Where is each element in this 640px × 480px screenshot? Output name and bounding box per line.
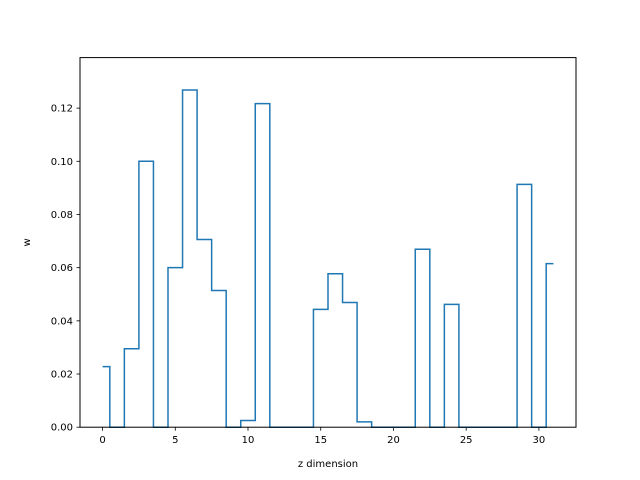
- plot-frame: [79, 57, 577, 428]
- x-tick-label: 30: [533, 435, 546, 446]
- x-tick-label: 25: [460, 435, 473, 446]
- axis-ticks: 0 5 10 15 20 25 30 0.00 0.02 0.04 0.06 0.08 0.10 0.12: [51, 104, 546, 447]
- x-tick-label: 5: [172, 435, 178, 446]
- x-tick-label: 20: [387, 435, 400, 446]
- x-tick-label: 15: [314, 435, 327, 446]
- y-tick-label: 0.00: [51, 423, 73, 434]
- y-tick-label: 0.06: [51, 263, 73, 274]
- x-tick-label: 0: [99, 435, 105, 446]
- y-tick-label: 0.04: [51, 316, 73, 327]
- y-tick-label: 0.08: [51, 210, 73, 221]
- x-axis-label: z dimension: [298, 459, 358, 470]
- y-axis-label: w: [22, 238, 33, 246]
- y-tick-label: 0.12: [51, 104, 73, 115]
- y-tick-label: 0.10: [51, 157, 73, 168]
- x-tick-label: 10: [242, 435, 255, 446]
- y-tick-label: 0.02: [51, 370, 73, 381]
